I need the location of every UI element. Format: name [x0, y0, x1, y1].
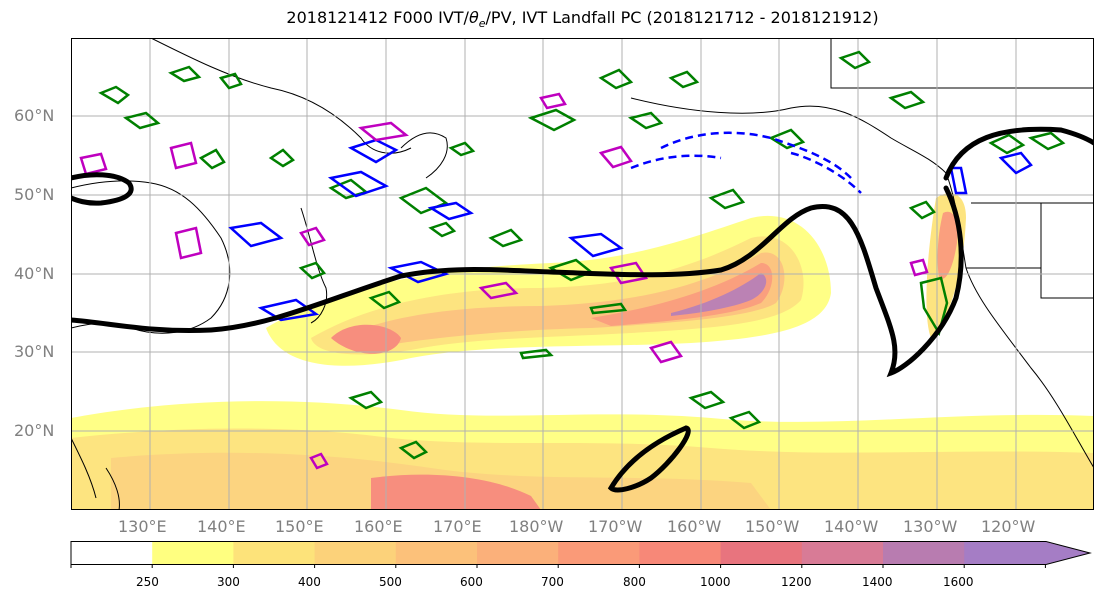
lon-label-150e: 150°E — [275, 517, 324, 536]
colorbar-cell — [801, 542, 884, 564]
lon-label-170w: 170°W — [588, 517, 643, 536]
title-rest: /PV, IVT Landfall PC (2018121712 - 20181… — [485, 8, 879, 27]
pv-magenta-contours — [79, 92, 929, 470]
colorbar-tick-1400: 1400 — [862, 575, 893, 589]
lon-label-140w: 140°W — [824, 517, 879, 536]
colorbar-tick-1200: 1200 — [781, 575, 812, 589]
lon-label-130e: 130°E — [118, 517, 167, 536]
lat-label-20: 20°N — [14, 421, 55, 440]
title-main: 2018121412 F000 IVT/ — [286, 8, 469, 27]
colorbar-cell — [477, 542, 559, 564]
pv-dashed-contours — [630, 131, 862, 194]
colorbar-tick-300: 300 — [217, 575, 240, 589]
colorbar-cell — [71, 542, 153, 564]
title-theta: θ — [468, 8, 479, 27]
lon-label-130w: 130°W — [903, 517, 958, 536]
colorbar-tick-700: 700 — [541, 575, 564, 589]
colorbar-cell — [152, 542, 234, 564]
colorbar-cell — [720, 542, 803, 564]
colorbar-tick-1000: 1000 — [700, 575, 731, 589]
lon-label-150w: 150°W — [745, 517, 800, 536]
map-title: 2018121412 F000 IVT/θe/PV, IVT Landfall … — [0, 8, 1105, 30]
title-e: e — [478, 17, 486, 31]
colorbar-cell — [558, 542, 640, 564]
colorbar-tick-1600: 1600 — [943, 575, 974, 589]
lon-label-140e: 140°E — [197, 517, 246, 536]
colorbar-cell — [233, 542, 316, 564]
colorbar-cell — [964, 542, 1090, 564]
lon-label-120w: 120°W — [981, 517, 1036, 536]
ivt-colorbar — [70, 541, 1092, 568]
lon-label-160e: 160°E — [354, 517, 403, 536]
colorbar-tick-400: 400 — [298, 575, 321, 589]
coastlines — [71, 38, 1094, 510]
lat-label-30: 30°N — [14, 342, 55, 361]
colorbar-tick-600: 600 — [460, 575, 483, 589]
map-panel — [71, 38, 1094, 510]
colorbar-tick-500: 500 — [379, 575, 402, 589]
colorbar-tick-800: 800 — [623, 575, 646, 589]
ivt-landfall-contours — [71, 126, 1094, 493]
colorbar-cell — [395, 542, 478, 564]
lon-label-180w: 180°W — [509, 517, 564, 536]
lon-label-160w: 160°W — [667, 517, 722, 536]
lon-label-170e: 170°E — [433, 517, 482, 536]
colorbar-tick-250: 250 — [136, 575, 159, 589]
colorbar-cell — [883, 542, 965, 564]
lat-label-40: 40°N — [14, 264, 55, 283]
colorbar-cell — [639, 542, 722, 564]
ivt-shading — [71, 193, 1094, 510]
lat-label-60: 60°N — [14, 106, 55, 125]
colorbar-cell — [314, 542, 397, 564]
lat-label-50: 50°N — [14, 185, 55, 204]
theta-e-contours — [98, 50, 1066, 460]
